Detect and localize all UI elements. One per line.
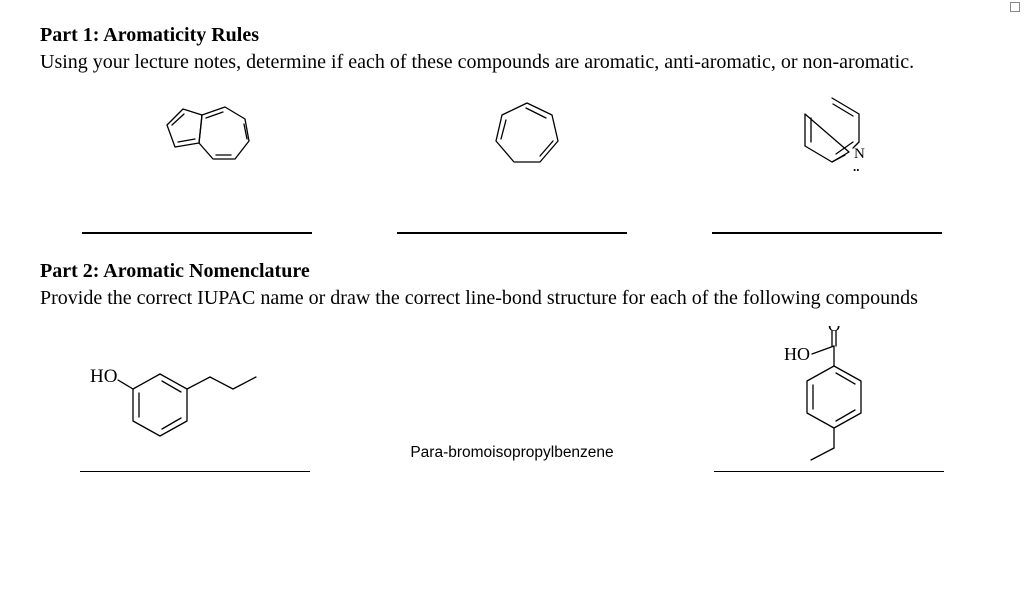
compound-azulene: [147, 95, 267, 175]
answer-line[interactable]: [82, 232, 312, 234]
lone-pair-dots: ..: [853, 159, 860, 174]
HO-label: HO: [784, 344, 810, 364]
part1-answer-lines: [40, 202, 984, 234]
pyridine-icon: N ..: [787, 90, 877, 180]
part2-row: HO Para-bromoisopropylbenzene: [40, 326, 984, 472]
HO-label: HO: [90, 366, 117, 387]
answer-line[interactable]: [80, 471, 310, 472]
part2-instructions: Provide the correct IUPAC name or draw t…: [40, 285, 984, 312]
answer-line[interactable]: [397, 232, 627, 234]
answer-line[interactable]: [714, 471, 944, 472]
O-label: O: [828, 326, 840, 335]
answer-line[interactable]: [712, 232, 942, 234]
compound-ethylbenzoic-acid: O HO: [674, 326, 984, 472]
page-corner-box: [1010, 2, 1020, 12]
ethylbenzoic-acid-icon: O HO: [724, 326, 934, 471]
azulene-icon: [147, 95, 267, 175]
part1-instructions: Using your lecture notes, determine if e…: [40, 49, 984, 76]
part1-compound-row: N ..: [40, 90, 984, 180]
part1-heading: Part 1: Aromaticity Rules: [40, 24, 984, 47]
part2-heading: Part 2: Aromatic Nomenclature: [40, 260, 984, 283]
compound-pyridine: N ..: [787, 90, 877, 180]
propylphenol-icon: HO: [90, 344, 300, 459]
compound-propylphenol: HO: [40, 344, 350, 472]
given-name-label: Para-bromoisopropylbenzene: [410, 444, 613, 462]
given-name-parabromo: Para-bromoisopropylbenzene: [362, 444, 662, 472]
compound-cycloheptatriene: [482, 95, 572, 175]
cycloheptatriene-icon: [482, 95, 572, 175]
